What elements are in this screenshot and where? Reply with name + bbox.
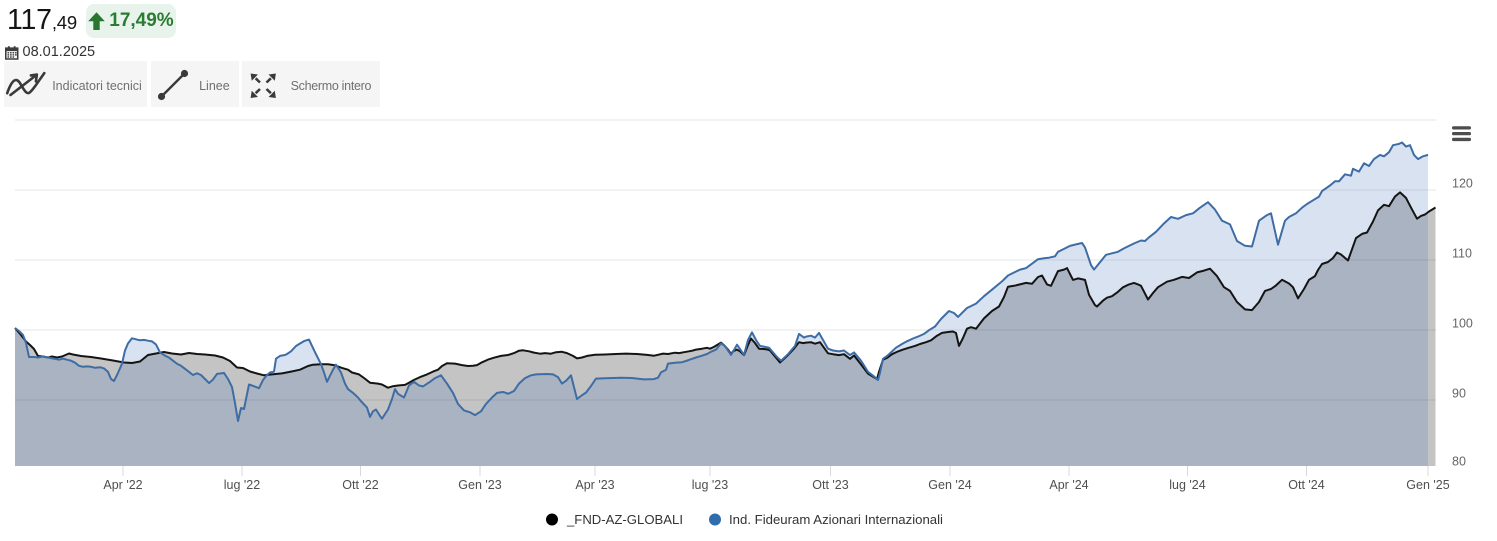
svg-text:90: 90 (1452, 387, 1466, 401)
svg-text:lug '23: lug '23 (692, 478, 728, 492)
svg-text:110: 110 (1452, 247, 1472, 261)
svg-text:Ind. Fideuram Azionari Interna: Ind. Fideuram Azionari Internazionali (729, 512, 943, 527)
svg-text:Ott '24: Ott '24 (1288, 478, 1324, 492)
svg-text:100: 100 (1452, 317, 1473, 331)
svg-text:80: 80 (1452, 455, 1466, 469)
svg-text:lug '22: lug '22 (224, 478, 260, 492)
svg-text:_FND-AZ-GLOBALI: _FND-AZ-GLOBALI (566, 512, 683, 527)
svg-text:Apr '23: Apr '23 (575, 478, 614, 492)
svg-text:Apr '24: Apr '24 (1049, 478, 1088, 492)
svg-text:120: 120 (1452, 177, 1473, 191)
svg-text:Ott '23: Ott '23 (812, 478, 848, 492)
svg-text:Apr '22: Apr '22 (103, 478, 142, 492)
svg-text:Gen '23: Gen '23 (458, 478, 501, 492)
svg-text:Gen '24: Gen '24 (928, 478, 971, 492)
svg-text:Gen '25: Gen '25 (1406, 478, 1449, 492)
svg-text:Ott '22: Ott '22 (342, 478, 378, 492)
svg-text:lug '24: lug '24 (1169, 478, 1205, 492)
